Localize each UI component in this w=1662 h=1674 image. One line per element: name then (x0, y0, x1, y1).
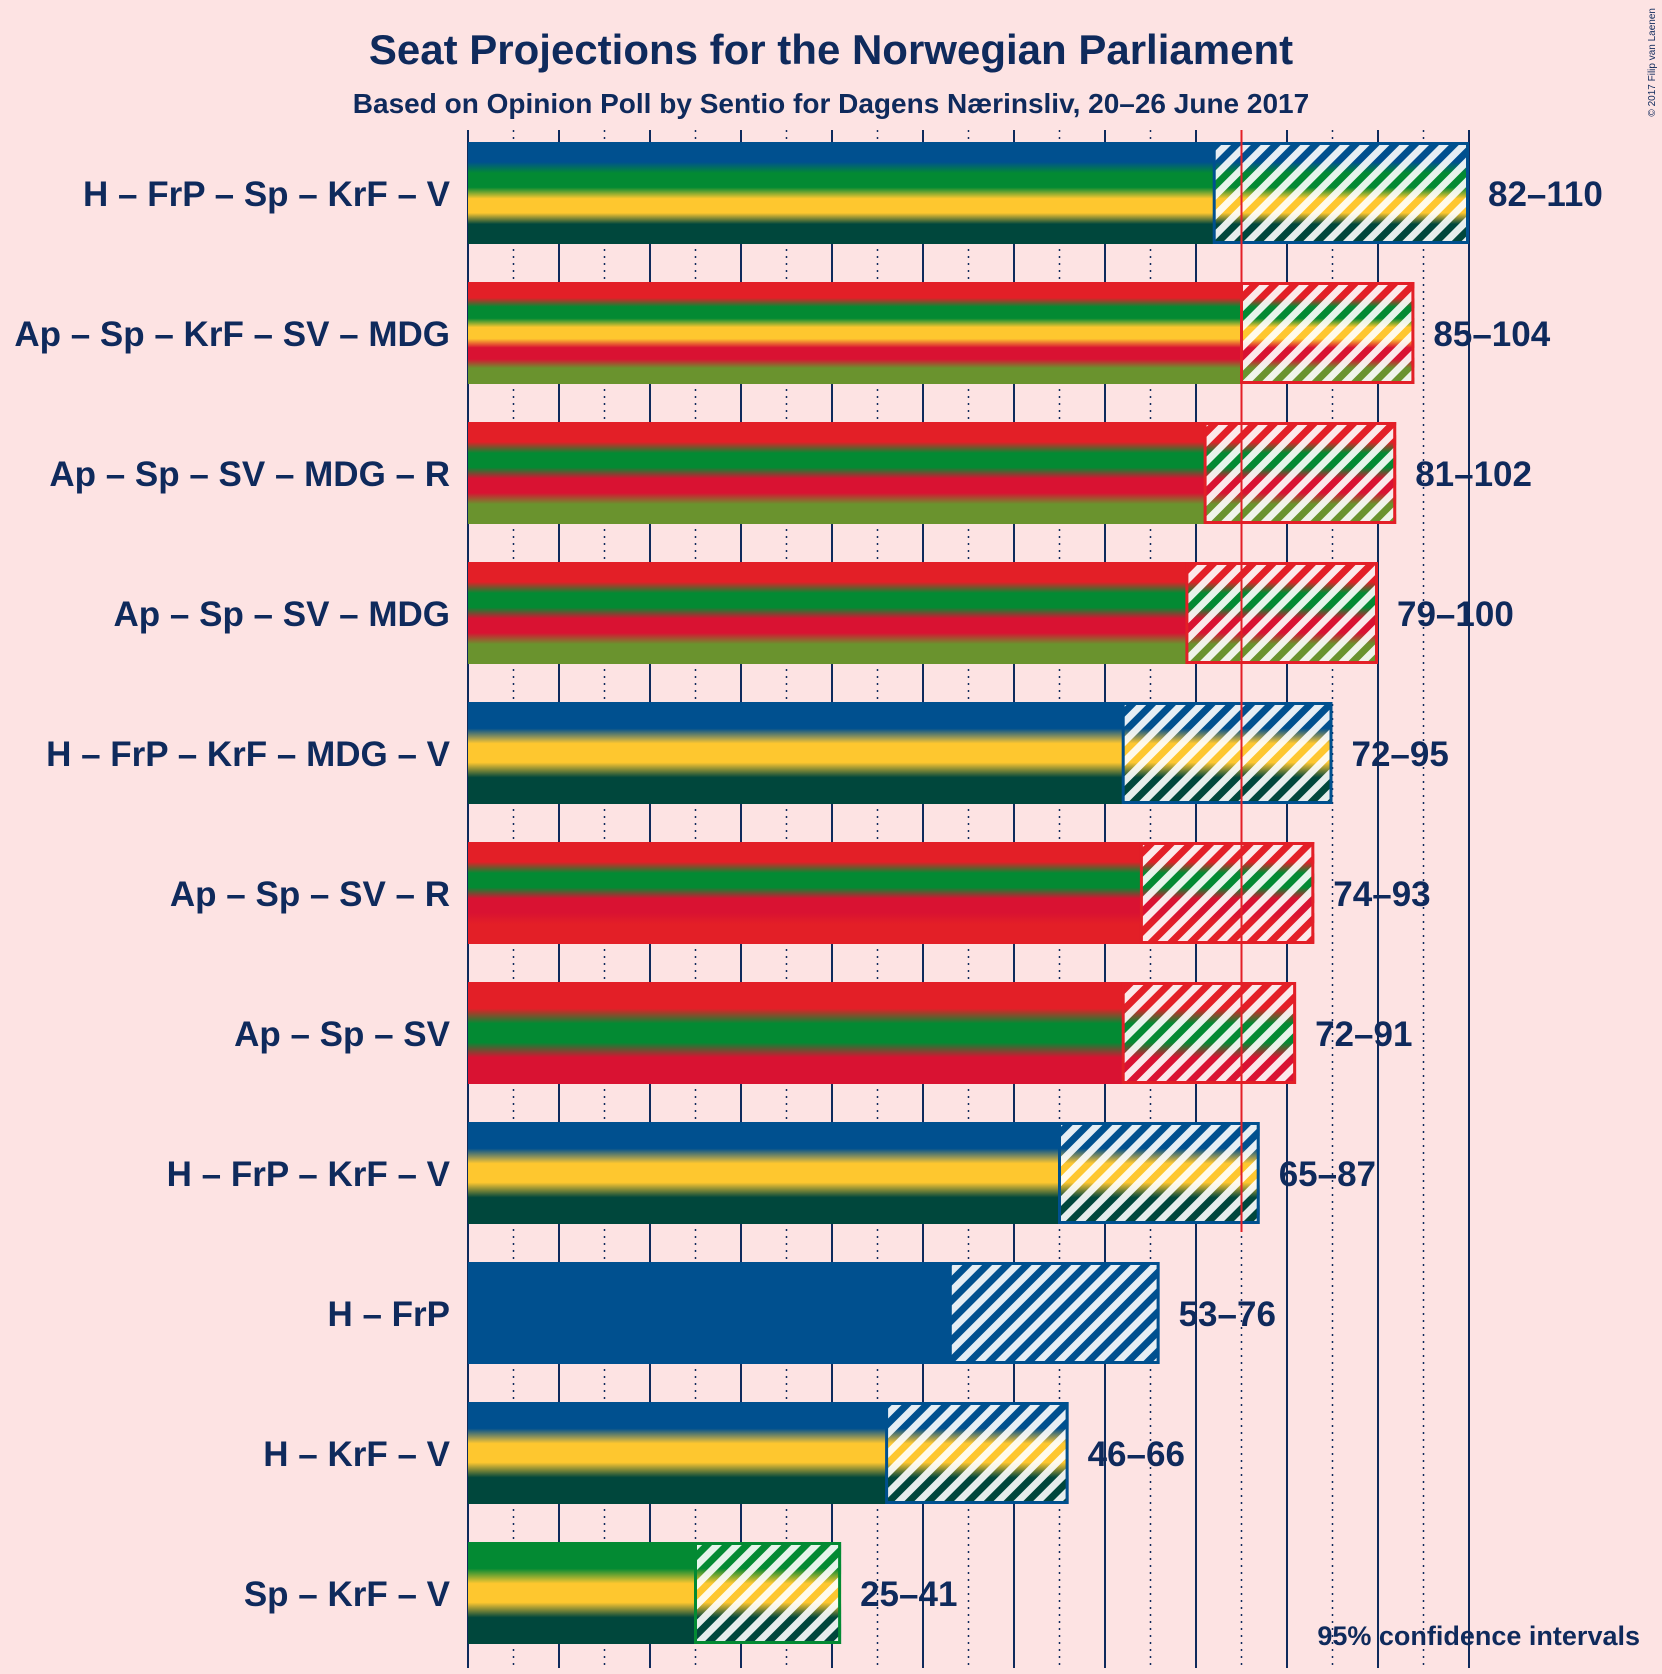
range-label: 25–41 (860, 1575, 957, 1614)
coalition-row: Sp – KrF – V 25–41 (244, 1542, 957, 1644)
confidence-interval-hatch (1214, 142, 1469, 244)
confidence-interval-border (1121, 702, 1333, 804)
coalition-label: Sp – KrF – V (244, 1575, 451, 1614)
confidence-interval-border (1185, 562, 1379, 664)
confidence-interval-border (1203, 422, 1397, 524)
range-label: 46–66 (1088, 1435, 1185, 1474)
confidence-interval-hatch (1205, 422, 1397, 524)
confidence-note: 95% confidence intervals (1317, 1621, 1640, 1651)
coalition-row: Ap – Sp – KrF – SV – MDG 85–104 (14, 282, 1551, 384)
coalition-row: Ap – Sp – SV – MDG 79–100 (114, 562, 1514, 664)
range-label: 74–93 (1333, 875, 1430, 914)
confidence-interval-border (1058, 1122, 1260, 1224)
range-label: 82–110 (1488, 175, 1603, 214)
range-label: 65–87 (1279, 1155, 1376, 1194)
coalition-row: H – FrP – Sp – KrF – V 82–110 (83, 142, 1603, 244)
confidence-interval-border (885, 1402, 1069, 1504)
confidence-interval-border (1139, 842, 1315, 944)
coalition-row: H – FrP – KrF – V 65–87 (167, 1122, 1376, 1224)
coalition-label: H – FrP (327, 1295, 450, 1334)
confidence-interval-hatch (1241, 282, 1415, 384)
confidence-interval-hatch (1186, 562, 1378, 664)
copyright-note: © 2017 Filip van Laenen (1647, 8, 1658, 117)
range-label: 53–76 (1179, 1295, 1276, 1334)
coalition-label: H – FrP – Sp – KrF – V (83, 175, 451, 214)
coalition-label: H – FrP – KrF – V (167, 1155, 451, 1194)
coalition-label: Ap – Sp – SV – MDG – R (49, 455, 450, 494)
confidence-interval-border (1121, 982, 1297, 1084)
bars: H – FrP – Sp – KrF – V 82–110 Ap – Sp – Kr… (14, 142, 1603, 1644)
coalition-row: Ap – Sp – SV 72–91 (234, 982, 1412, 1084)
confidence-interval-hatch (1123, 982, 1297, 1084)
coalition-label: H – FrP – KrF – MDG – V (46, 735, 451, 774)
coalition-label: Ap – Sp – SV – R (170, 875, 450, 914)
confidence-interval-hatch (1123, 702, 1333, 804)
range-label: 79–100 (1397, 595, 1514, 634)
confidence-interval-hatch (1059, 1122, 1260, 1224)
coalition-label: Ap – Sp – SV – MDG (114, 595, 450, 634)
coalition-label: H – KrF – V (263, 1435, 450, 1474)
confidence-interval-hatch (695, 1542, 842, 1644)
confidence-interval-hatch (950, 1262, 1160, 1364)
range-label: 72–91 (1315, 1015, 1412, 1054)
coalition-row: H – FrP 53–76 (327, 1262, 1276, 1364)
confidence-interval-border (948, 1262, 1160, 1364)
coalition-label: Ap – Sp – KrF – SV – MDG (14, 315, 450, 354)
range-label: 85–104 (1433, 315, 1550, 354)
coalition-row: Ap – Sp – SV – MDG – R 81–102 (49, 422, 1532, 524)
coalition-row: H – KrF – V 46–66 (263, 1402, 1185, 1504)
chart-title: Seat Projections for the Norwegian Parli… (369, 26, 1293, 73)
confidence-interval-hatch (1141, 842, 1315, 944)
range-label: 72–95 (1352, 735, 1449, 774)
chart-subtitle: Based on Opinion Poll by Sentio for Dage… (353, 88, 1309, 119)
range-label: 81–102 (1415, 455, 1532, 494)
coalition-label: Ap – Sp – SV (234, 1015, 451, 1054)
coalition-row: Ap – Sp – SV – R 74–93 (170, 842, 1431, 944)
confidence-interval-border (1212, 142, 1469, 244)
coalition-row: H – FrP – KrF – MDG – V 72–95 (46, 702, 1449, 804)
confidence-interval-border (694, 1542, 842, 1644)
confidence-interval-hatch (886, 1402, 1069, 1504)
